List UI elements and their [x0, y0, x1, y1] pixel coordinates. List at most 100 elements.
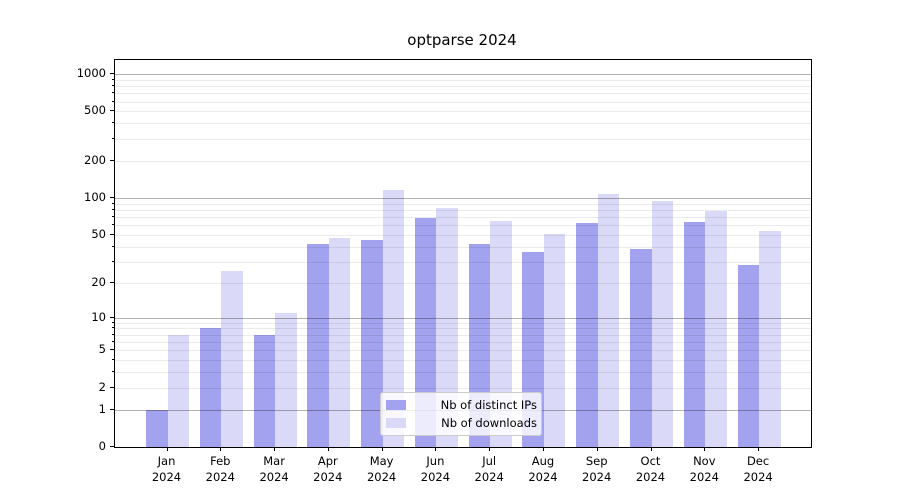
bar-downloads	[490, 220, 512, 447]
y-tick-mark-minor	[112, 122, 114, 124]
y-tick-mark-minor	[112, 100, 114, 102]
y-tick-mark	[110, 233, 114, 235]
y-tick-mark-minor	[112, 215, 114, 217]
y-tick-mark-minor	[112, 78, 114, 80]
bar-downloads	[382, 190, 405, 447]
x-tick-label: Jul 2024	[457, 453, 521, 485]
x-tick-year: 2024	[743, 470, 773, 484]
x-tick-mark	[596, 447, 598, 451]
gridline-minor	[115, 225, 811, 227]
x-tick-label: Jun 2024	[403, 453, 467, 485]
x-tick-mark	[650, 447, 652, 451]
x-tick-mark	[489, 447, 491, 451]
gridline-minor	[115, 387, 811, 389]
bar-distinct-ips	[199, 328, 222, 447]
x-tick-label: Mar 2024	[242, 453, 306, 485]
y-tick-mark	[110, 408, 114, 410]
legend-swatch-distinct-ips-icon	[386, 400, 406, 410]
bar-downloads	[597, 193, 620, 447]
y-tick-mark-minor	[112, 341, 114, 342]
bar-distinct-ips	[414, 217, 437, 447]
gridline-minor	[115, 203, 811, 205]
gridline-minor	[115, 372, 811, 374]
gridline-minor	[115, 322, 811, 324]
bar-downloads	[221, 271, 243, 447]
y-tick-mark-minor	[112, 92, 114, 94]
x-tick-mark	[220, 447, 222, 451]
x-tick-month: Jan	[157, 454, 176, 468]
x-tick-mark	[435, 447, 437, 451]
x-tick-year: 2024	[582, 470, 612, 484]
bar-downloads	[275, 312, 297, 447]
y-tick-label: 50	[91, 226, 106, 241]
y-tick-mark	[110, 446, 114, 447]
gridline-major	[115, 197, 811, 199]
x-tick-year: 2024	[151, 470, 182, 484]
gridline-minor	[115, 342, 811, 343]
y-tick-mark-minor	[112, 327, 114, 329]
y-tick-mark-minor	[112, 202, 114, 204]
y-tick-mark-minor	[112, 224, 114, 226]
x-tick-mark	[381, 447, 383, 451]
x-tick-label: Sep 2024	[565, 453, 629, 485]
bar-distinct-ips	[737, 265, 760, 447]
x-tick-label: May 2024	[350, 453, 414, 485]
legend-label-downloads: Nb of downloads	[441, 416, 537, 430]
x-tick-year: 2024	[205, 470, 235, 484]
y-tick-mark-minor	[112, 85, 114, 87]
y-tick-mark-minor	[112, 137, 114, 139]
x-tick-label: Dec 2024	[726, 453, 790, 485]
y-tick-mark	[110, 196, 114, 198]
bar-distinct-ips	[683, 221, 706, 447]
x-tick-month: Apr	[317, 454, 338, 468]
y-tick-label: 10	[91, 309, 106, 324]
gridline-minor	[115, 216, 811, 218]
legend-label-distinct-ips: Nb of distinct IPs	[440, 398, 537, 412]
x-tick-label: Aug 2024	[511, 453, 575, 485]
y-tick-mark	[110, 316, 114, 318]
gridline-minor	[115, 246, 811, 248]
y-tick-mark-minor	[112, 208, 114, 210]
gridline-minor	[115, 334, 811, 336]
x-tick-year: 2024	[420, 470, 451, 484]
x-tick-month: Feb	[210, 454, 231, 468]
y-tick-mark	[110, 159, 114, 161]
y-tick-label: 20	[91, 274, 106, 289]
bar-downloads	[705, 211, 727, 447]
gridline-minor	[115, 123, 811, 125]
bar-downloads	[328, 238, 351, 447]
legend-swatch-downloads-icon	[386, 418, 406, 428]
bar-distinct-ips	[630, 249, 652, 447]
x-tick-label: Oct 2024	[619, 453, 683, 485]
x-tick-month: Aug	[531, 454, 555, 468]
y-tick-label: 2	[98, 379, 106, 394]
x-tick-month: Nov	[693, 454, 716, 468]
y-tick-label: 100	[84, 189, 106, 204]
bar-distinct-ips	[307, 243, 329, 447]
x-tick-mark	[274, 447, 276, 451]
y-tick-label: 200	[84, 152, 106, 167]
x-tick-mark	[758, 447, 760, 451]
gridline-minor	[115, 101, 811, 103]
chart-title: optparse 2024	[407, 31, 517, 49]
x-tick-month: Oct	[640, 454, 661, 468]
y-tick-mark	[110, 281, 114, 283]
gridline-minor	[115, 209, 811, 211]
y-tick-mark-minor	[112, 260, 114, 262]
gridline-minor	[115, 261, 811, 263]
y-tick-mark-minor	[112, 371, 114, 373]
gridline-minor	[115, 282, 811, 284]
gridline-minor	[115, 234, 811, 236]
x-tick-month: Mar	[263, 454, 285, 468]
bar-downloads	[759, 230, 781, 447]
y-tick-label: 5	[98, 342, 106, 357]
bar-distinct-ips	[253, 334, 276, 447]
bar-distinct-ips	[361, 240, 383, 447]
x-tick-mark	[543, 447, 544, 451]
x-tick-year: 2024	[313, 470, 343, 484]
gridline-minor	[115, 138, 811, 140]
gridline-minor	[115, 111, 811, 113]
y-tick-mark-minor	[112, 245, 114, 247]
y-tick-mark-minor	[112, 321, 114, 323]
